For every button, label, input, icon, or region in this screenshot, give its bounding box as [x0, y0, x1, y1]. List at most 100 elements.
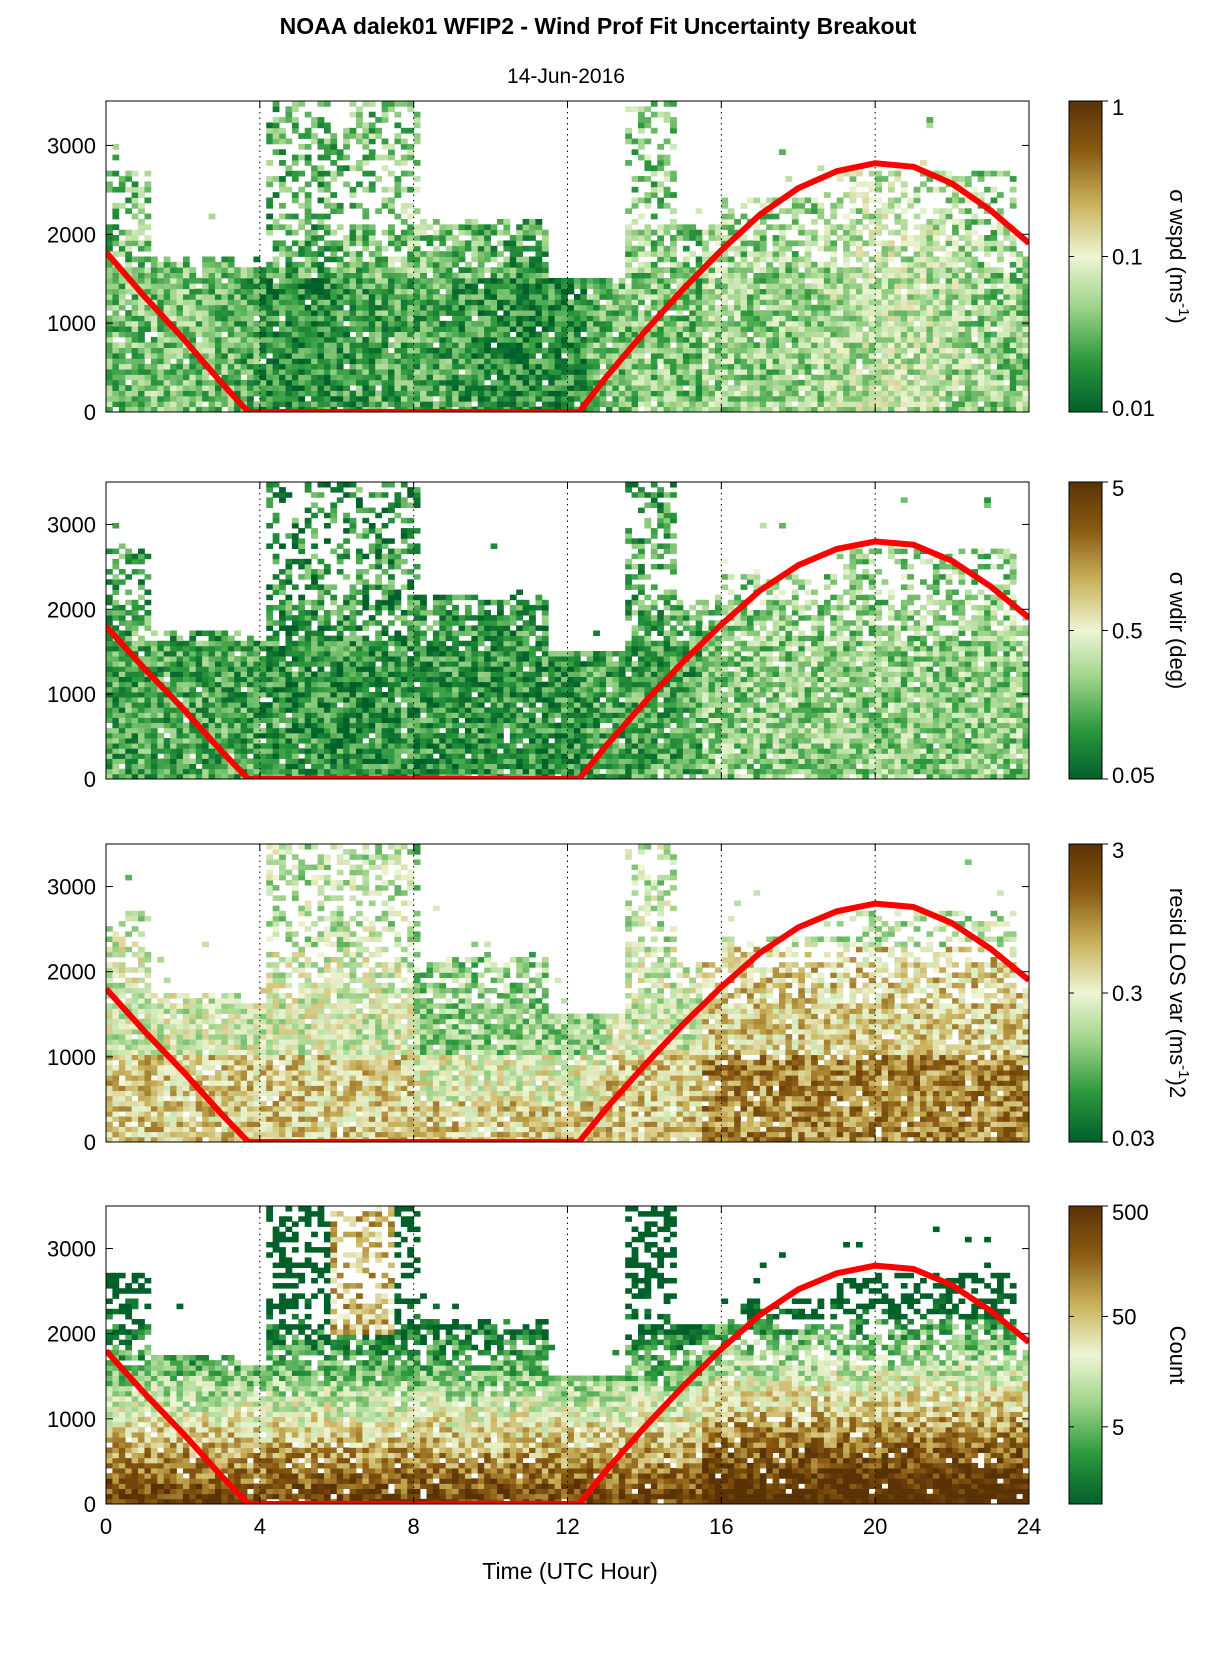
heatmap-cell	[887, 170, 895, 177]
heatmap-cell	[740, 288, 748, 295]
heatmap-cell	[413, 277, 421, 284]
heatmap-cell	[740, 202, 748, 209]
heatmap-cell	[567, 283, 575, 290]
heatmap-cell	[247, 277, 254, 284]
heatmap-cell	[811, 304, 818, 311]
heatmap-cell	[990, 369, 998, 375]
heatmap-cell	[887, 401, 895, 408]
heatmap-cell	[253, 283, 261, 290]
heatmap-cell	[753, 406, 761, 412]
heatmap-cell	[849, 320, 857, 327]
heatmap-cell	[170, 310, 177, 316]
heatmap-cell	[926, 369, 934, 375]
heatmap-cell	[926, 117, 934, 123]
heatmap-cell	[458, 342, 466, 349]
heatmap-cell	[849, 331, 857, 338]
heatmap-cell	[336, 202, 344, 209]
heatmap-cell	[112, 251, 120, 257]
heatmap-cell	[939, 353, 947, 359]
heatmap-cell	[881, 224, 889, 231]
heatmap-cell	[330, 202, 338, 209]
heatmap-cell	[811, 283, 818, 290]
heatmap-cell	[279, 379, 286, 386]
heatmap-cell	[573, 294, 581, 300]
heatmap-cell	[708, 347, 716, 354]
heatmap-cell	[541, 272, 549, 279]
heatmap-cell	[445, 379, 453, 386]
heatmap-cell	[746, 401, 754, 408]
heatmap-cell	[746, 267, 754, 273]
heatmap-cell	[772, 235, 780, 241]
heatmap-cell	[811, 347, 818, 354]
heatmap-cell	[702, 390, 709, 397]
heatmap-cell	[702, 385, 709, 391]
heatmap-cell	[638, 299, 645, 306]
heatmap-cell	[593, 369, 600, 375]
heatmap-cell	[426, 363, 434, 370]
heatmap-cell	[849, 192, 857, 198]
heatmap-cell	[445, 299, 453, 306]
heatmap-cell	[311, 251, 318, 257]
heatmap-cell	[907, 363, 915, 370]
heatmap-cell	[868, 331, 876, 338]
heatmap-cell	[311, 336, 318, 343]
heatmap-cell	[862, 390, 870, 397]
heatmap-cell	[714, 369, 722, 375]
heatmap-cell	[695, 261, 703, 268]
heatmap-cell	[964, 326, 972, 332]
heatmap-cell	[445, 288, 453, 295]
heatmap-cell	[791, 342, 799, 349]
heatmap-cell	[894, 369, 902, 375]
heatmap-cell	[541, 401, 549, 408]
heatmap-cell	[253, 390, 261, 397]
heatmap-cell	[458, 229, 466, 236]
heatmap-cell	[785, 176, 793, 182]
heatmap-cell	[144, 304, 152, 311]
heatmap-cell	[221, 310, 229, 316]
heatmap-cell	[375, 245, 383, 252]
heatmap-cell	[984, 342, 991, 349]
heatmap-cell	[516, 347, 524, 354]
heatmap-cell	[817, 342, 825, 349]
heatmap-cell	[939, 390, 947, 397]
heatmap-cell	[791, 406, 799, 412]
heatmap-cell	[996, 374, 1004, 381]
heatmap-cell	[131, 288, 139, 295]
heatmap-cell	[272, 358, 280, 365]
heatmap-cell	[182, 304, 190, 311]
heatmap-cell	[554, 353, 562, 359]
heatmap-cell	[638, 347, 645, 354]
heatmap-cell	[682, 342, 690, 349]
heatmap-cell	[464, 374, 472, 381]
heatmap-cell	[432, 326, 440, 332]
heatmap-cell	[990, 304, 998, 311]
heatmap-cell	[1009, 310, 1017, 316]
heatmap-cell	[362, 261, 370, 268]
heatmap-cell	[1022, 267, 1029, 273]
heatmap-cell	[682, 235, 690, 241]
heatmap-cell	[862, 395, 870, 402]
heatmap-cell	[279, 202, 286, 209]
heatmap-cell	[106, 288, 113, 295]
heatmap-cell	[855, 288, 863, 295]
heatmap-cell	[900, 181, 908, 188]
heatmap-cell	[971, 401, 979, 408]
heatmap-cell	[958, 315, 966, 322]
heatmap-cell	[868, 235, 876, 241]
heatmap-cell	[362, 395, 370, 402]
heatmap-cell	[695, 320, 703, 327]
heatmap-cell	[407, 245, 415, 252]
heatmap-cell	[894, 277, 902, 284]
heatmap-cell	[702, 347, 709, 354]
heatmap-cell	[208, 288, 216, 295]
heatmap-cell	[964, 176, 972, 182]
heatmap-cell	[432, 379, 440, 386]
heatmap-cell	[432, 267, 440, 273]
heatmap-cell	[855, 299, 863, 306]
heatmap-cell	[631, 395, 639, 402]
heatmap-cell	[593, 401, 600, 408]
heatmap-cell	[234, 299, 241, 306]
heatmap-cell	[375, 208, 383, 214]
heatmap-cell	[875, 342, 882, 349]
heatmap-cell	[682, 358, 690, 365]
